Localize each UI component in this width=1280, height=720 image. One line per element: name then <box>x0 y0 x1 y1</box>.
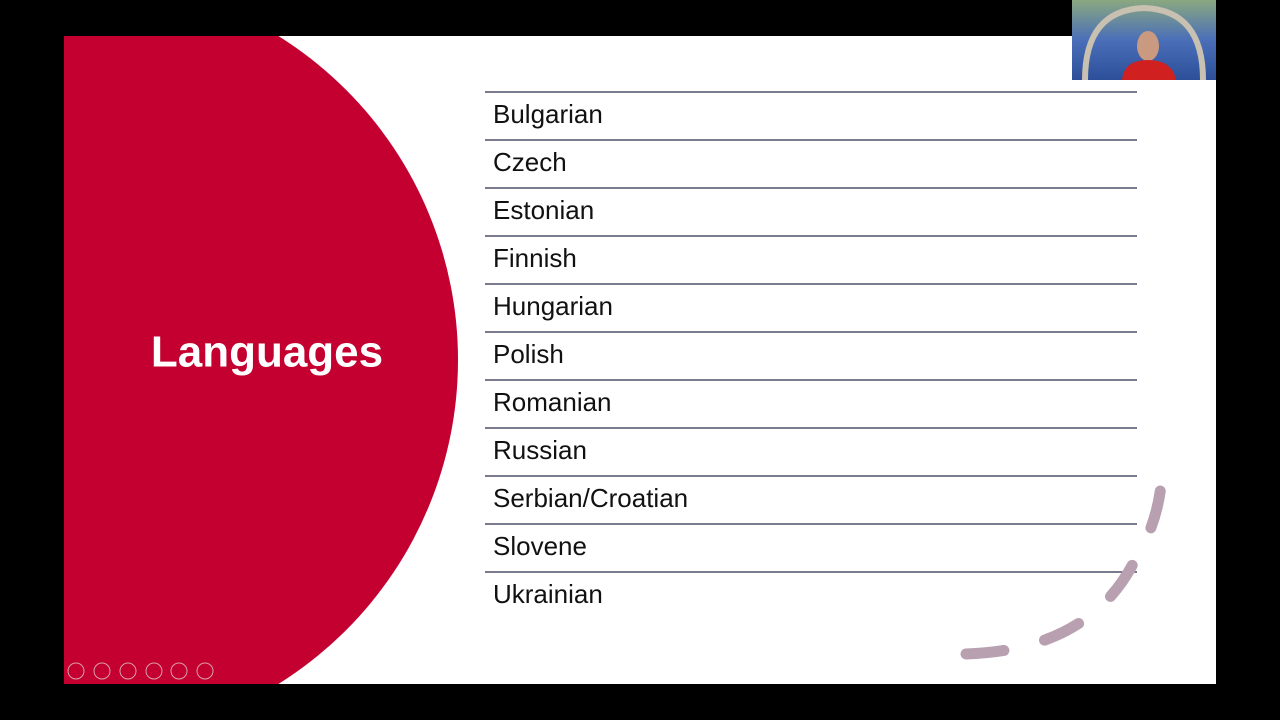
language-item: Romanian <box>493 387 612 417</box>
language-item: Bulgarian <box>493 99 603 129</box>
more-button[interactable] <box>196 662 214 680</box>
language-list: Bulgarian Czech Estonian Finnish Hungarian Po… <box>485 91 1137 609</box>
pen-annotation <box>960 466 1168 660</box>
language-item: Ukrainian <box>493 579 603 609</box>
language-item: Russian <box>493 435 587 465</box>
language-item: Estonian <box>493 195 594 225</box>
presenter-controls <box>67 662 214 680</box>
language-item: Serbian/Croatian <box>493 483 688 513</box>
webcam-view <box>1072 0 1216 81</box>
slides-button[interactable] <box>145 662 163 680</box>
language-item: Polish <box>493 339 564 369</box>
zoom-button[interactable] <box>170 662 188 680</box>
red-circle <box>64 36 458 684</box>
language-item: Hungarian <box>493 291 613 321</box>
next-button[interactable] <box>93 662 111 680</box>
language-item: Czech <box>493 147 567 177</box>
language-item: Finnish <box>493 243 577 273</box>
language-item: Slovene <box>493 531 587 561</box>
pen-button[interactable] <box>119 662 137 680</box>
prev-button[interactable] <box>67 662 85 680</box>
slide-title: Languages <box>151 328 383 377</box>
